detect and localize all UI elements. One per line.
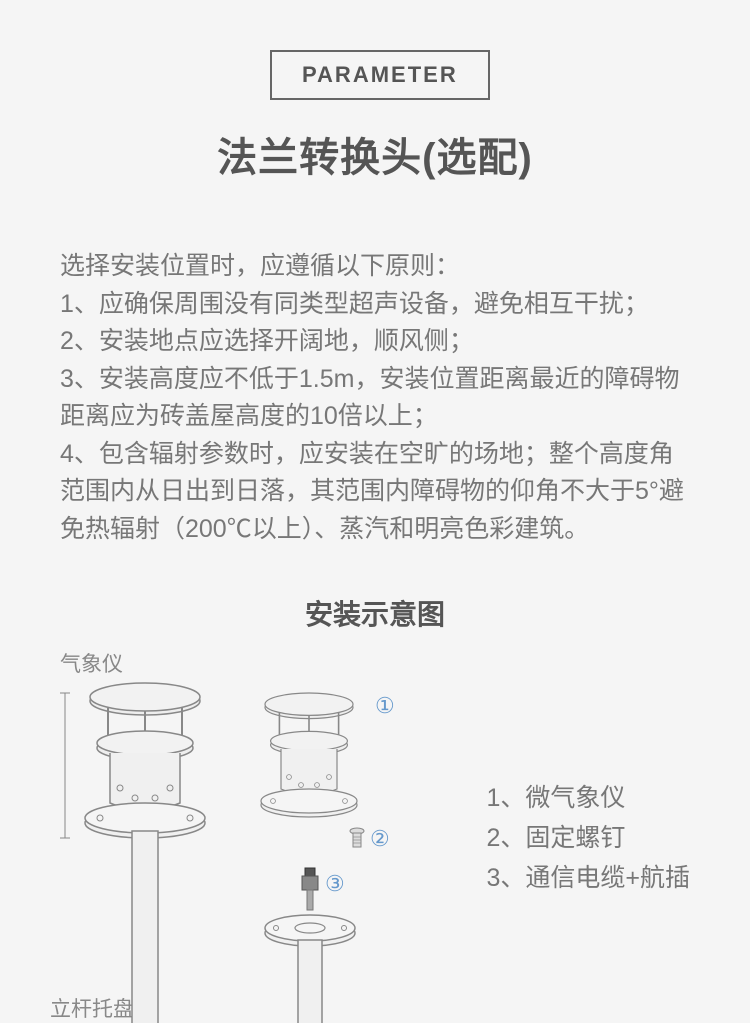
legend-item-3: 3、通信电缆+航插 [486, 858, 690, 898]
legend-block: 1、微气象仪 2、固定螺钉 3、通信电缆+航插 [486, 778, 690, 898]
marker-2: ② [370, 826, 390, 851]
parameter-label-box: PARAMETER [270, 50, 490, 100]
diagram-container: 气象仪 立杆托盘 [0, 643, 750, 1023]
instructions-line3: 3、安装高度应不低于1.5m，安装位置距离最近的障碍物距离应为砖盖屋高度的10倍… [60, 361, 690, 436]
marker-3: ③ [325, 871, 345, 896]
instructions-line4: 4、包含辐射参数时，应安装在空旷的场地；整个高度角范围内从日出到日落，其范围内障… [60, 436, 690, 549]
cable-connector-icon [302, 868, 318, 910]
installation-diagram-svg: ① ② ③ [50, 663, 530, 1023]
instructions-line2: 2、安装地点应选择开阔地，顺风侧； [60, 323, 690, 361]
base-tray-icon [265, 915, 355, 1023]
instructions-intro: 选择安装位置时，应遵循以下原则： [60, 248, 690, 286]
instructions-line1: 1、应确保周围没有同类型超声设备，避免相互干扰； [60, 286, 690, 324]
diagram-title: 安装示意图 [0, 593, 750, 633]
legend-item-2: 2、固定螺钉 [486, 818, 690, 858]
sensor-right-icon [261, 693, 357, 817]
parameter-label: PARAMETER [302, 62, 458, 87]
legend-item-1: 1、微气象仪 [486, 778, 690, 818]
screw-icon [350, 828, 364, 847]
marker-1: ① [375, 693, 395, 718]
sensor-left-icon [60, 683, 205, 1023]
instructions-block: 选择安装位置时，应遵循以下原则： 1、应确保周围没有同类型超声设备，避免相互干扰… [60, 248, 690, 548]
main-title: 法兰转换头(选配) [0, 125, 750, 183]
